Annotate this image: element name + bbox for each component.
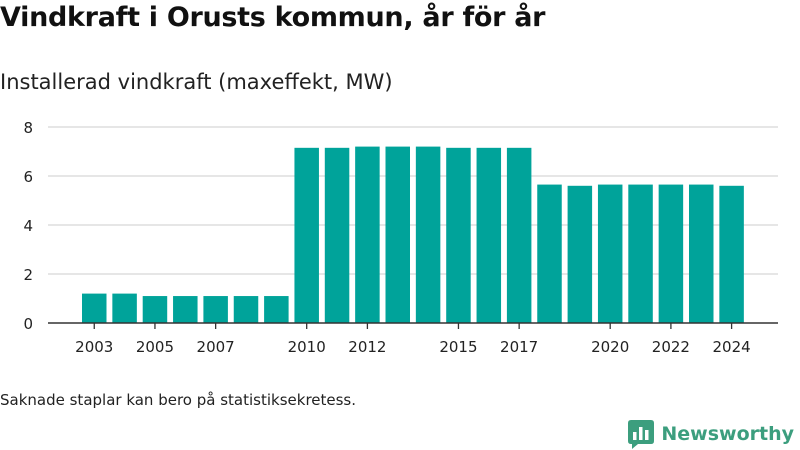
bar [628, 184, 653, 323]
bar [355, 146, 380, 323]
x-tick-label: 2024 [713, 338, 751, 356]
bar [476, 147, 502, 323]
brand-name: Newsworthy [661, 423, 794, 445]
bar [294, 147, 319, 323]
bar [537, 184, 562, 323]
y-tick-label: 2 [23, 266, 33, 284]
x-tick-label: 2017 [500, 338, 538, 356]
y-tick-label: 0 [23, 315, 33, 333]
bar [415, 146, 441, 323]
bar [142, 296, 168, 323]
y-tick-label: 8 [23, 119, 33, 137]
bar [658, 184, 684, 323]
chart-subtitle: Installerad vindkraft (maxeffekt, MW) [0, 70, 393, 94]
bar [506, 147, 532, 323]
bar [385, 146, 410, 323]
bar-chart: 0 2 4 6 8 2003 2005 2007 2010 2012 2015 2017 2020 202… [23, 119, 778, 356]
chart-title: Vindkraft i Orusts kommun, år för år [0, 2, 546, 33]
brand-logo: Newsworthy [628, 418, 794, 450]
x-tick-label: 2010 [288, 338, 326, 356]
x-tick-label: 2005 [136, 338, 174, 356]
bar [203, 296, 228, 323]
bar [446, 147, 471, 323]
x-tick-label: 2022 [652, 338, 690, 356]
x-tick-label: 2012 [348, 338, 386, 356]
bar [597, 184, 623, 323]
bar [324, 147, 350, 323]
x-tick-label: 2015 [439, 338, 477, 356]
bar [112, 293, 137, 323]
x-tick-label: 2007 [197, 338, 235, 356]
newsworthy-logo-icon [628, 419, 655, 449]
y-tick-label: 6 [23, 168, 33, 186]
bar [689, 184, 714, 323]
bar [719, 185, 744, 323]
x-tick-label: 2020 [591, 338, 629, 356]
bar [82, 293, 107, 323]
bar [173, 296, 198, 323]
footnote: Saknade staplar kan bero på statistiksek… [0, 391, 357, 409]
x-tick-label: 2003 [75, 338, 113, 356]
y-tick-label: 4 [23, 217, 33, 235]
bar [567, 185, 593, 323]
bar [233, 296, 259, 323]
bar [264, 296, 289, 323]
